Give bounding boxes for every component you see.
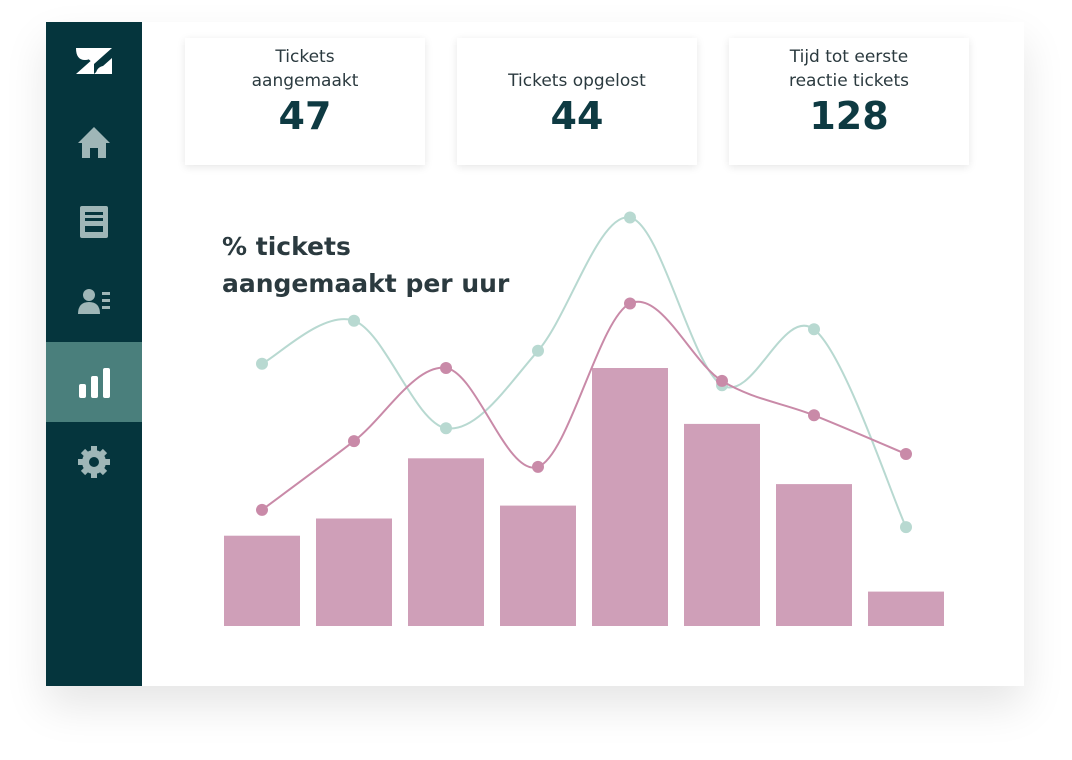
line-marker xyxy=(440,362,452,374)
stat-card: Tickets opgelost 44 xyxy=(457,38,697,165)
card-value: 128 xyxy=(809,94,889,138)
card-label: Tickets aangemaakt xyxy=(251,47,359,91)
card-label: Tijd tot eerste reactie tickets xyxy=(788,47,910,91)
bar xyxy=(684,423,760,626)
line-marker xyxy=(532,344,544,357)
line-marker xyxy=(900,521,912,534)
stat-card: Tijd tot eerste reactie tickets 128 xyxy=(729,38,969,165)
settings-icon[interactable] xyxy=(78,446,110,478)
card-label: Tickets opgelost xyxy=(508,71,646,91)
line-marker xyxy=(808,409,820,422)
bar xyxy=(500,505,576,626)
line-marker xyxy=(716,374,728,387)
home-icon[interactable] xyxy=(78,127,110,158)
bar xyxy=(224,535,300,626)
line-marker xyxy=(624,211,636,224)
card-value: 47 xyxy=(278,94,332,138)
contacts-icon[interactable] xyxy=(78,289,110,314)
sidebar xyxy=(46,22,142,686)
chart-title: % tickets aangemaakt per uur xyxy=(222,232,510,298)
line xyxy=(261,300,907,511)
line-marker xyxy=(808,323,820,336)
bar xyxy=(592,368,668,626)
line-marker xyxy=(256,357,268,370)
line-marker xyxy=(348,314,360,327)
inbox-icon[interactable] xyxy=(80,206,108,238)
bar xyxy=(776,484,852,626)
line-marker xyxy=(532,460,544,473)
bar xyxy=(408,458,484,626)
bar xyxy=(868,591,944,626)
line-marker xyxy=(900,448,912,460)
line-marker xyxy=(624,297,636,310)
line-marker xyxy=(440,422,452,435)
line-marker xyxy=(256,503,268,516)
bar xyxy=(316,518,392,626)
card-value: 44 xyxy=(550,94,604,138)
stat-card: Tickets aangemaakt 47 xyxy=(185,38,425,165)
chart-icon[interactable] xyxy=(79,368,110,398)
logo[interactable] xyxy=(76,48,112,74)
line-marker xyxy=(348,435,360,448)
